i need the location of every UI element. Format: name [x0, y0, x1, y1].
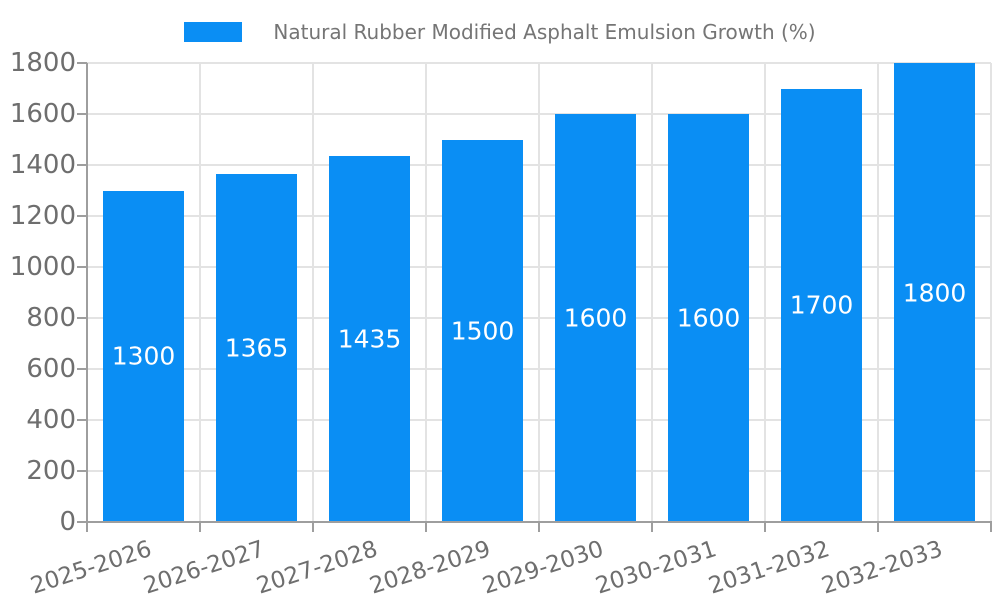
- vertical-gridline: [651, 63, 653, 522]
- y-tick-label: 800: [26, 303, 76, 333]
- x-tick-label: 2030-2031: [592, 536, 720, 600]
- y-tick-label: 1400: [9, 150, 76, 180]
- y-tick-label: 200: [26, 456, 76, 486]
- bar-value-label: 1800: [902, 278, 967, 307]
- y-tick-label: 1800: [9, 48, 76, 78]
- y-axis-tick: [77, 62, 87, 64]
- x-axis-tick: [990, 522, 992, 532]
- bar-value-label: 1600: [563, 303, 628, 333]
- bar-value-label: 1500: [450, 316, 515, 346]
- bar-value-label: 1435: [337, 324, 402, 354]
- y-tick-label: 0: [59, 507, 76, 537]
- bar-value-label: 1700: [789, 290, 854, 320]
- y-tick-label: 600: [26, 354, 76, 384]
- y-axis-tick: [77, 521, 87, 523]
- y-axis-line: [86, 63, 88, 524]
- y-tick-label: 1600: [9, 99, 76, 129]
- y-tick-label: 1000: [9, 252, 76, 282]
- bar-value-label: 1600: [676, 303, 741, 333]
- x-tick-label: 2029-2030: [479, 536, 607, 600]
- y-axis-tick: [77, 164, 87, 166]
- x-tick-label: 2028-2029: [366, 536, 494, 600]
- legend-series-label: Natural Rubber Modified Asphalt Emulsion…: [273, 20, 816, 44]
- x-tick-label: 2031-2032: [705, 536, 833, 600]
- x-axis-tick: [538, 522, 540, 532]
- vertical-gridline: [764, 63, 766, 522]
- bar-value-label: 1300: [111, 341, 176, 371]
- bar-value-label: 1365: [224, 333, 289, 363]
- y-axis-tick: [77, 470, 87, 472]
- legend-item[interactable]: Natural Rubber Modified Asphalt Emulsion…: [184, 20, 816, 44]
- x-tick-label: 2032-2033: [818, 536, 946, 600]
- y-axis-tick: [77, 113, 87, 115]
- vertical-gridline: [877, 63, 879, 522]
- bar-2029-2030[interactable]: [555, 114, 636, 522]
- y-axis-tick: [77, 317, 87, 319]
- x-axis-tick: [764, 522, 766, 532]
- vertical-gridline: [538, 63, 540, 522]
- vertical-gridline: [990, 63, 992, 522]
- bar-2028-2029[interactable]: [442, 139, 523, 522]
- y-tick-label: 1200: [9, 201, 76, 231]
- x-tick-label: 2027-2028: [253, 536, 381, 600]
- bar-2025-2026[interactable]: [103, 190, 184, 522]
- x-axis-tick: [651, 522, 653, 532]
- vertical-gridline: [312, 63, 314, 522]
- x-axis-tick: [199, 522, 201, 532]
- y-axis-tick: [77, 215, 87, 217]
- x-tick-label: 2026-2027: [140, 536, 268, 600]
- bar-2031-2032[interactable]: [781, 88, 862, 522]
- x-axis-tick: [425, 522, 427, 532]
- legend-swatch: [184, 22, 243, 42]
- y-axis-tick: [77, 266, 87, 268]
- bar-2027-2028[interactable]: [329, 156, 410, 522]
- y-axis-tick: [77, 419, 87, 421]
- x-axis-tick: [877, 522, 879, 532]
- y-tick-label: 400: [26, 405, 76, 435]
- vertical-gridline: [425, 63, 427, 522]
- x-tick-label: 2025-2026: [27, 536, 155, 600]
- chart-legend: Natural Rubber Modified Asphalt Emulsion…: [0, 20, 1000, 44]
- vertical-gridline: [199, 63, 201, 522]
- bar-2030-2031[interactable]: [668, 114, 749, 522]
- y-axis-tick: [77, 368, 87, 370]
- bar-2032-2033[interactable]: [894, 63, 975, 522]
- bar-2026-2027[interactable]: [216, 173, 297, 522]
- x-axis-tick: [312, 522, 314, 532]
- x-axis-tick: [86, 522, 88, 532]
